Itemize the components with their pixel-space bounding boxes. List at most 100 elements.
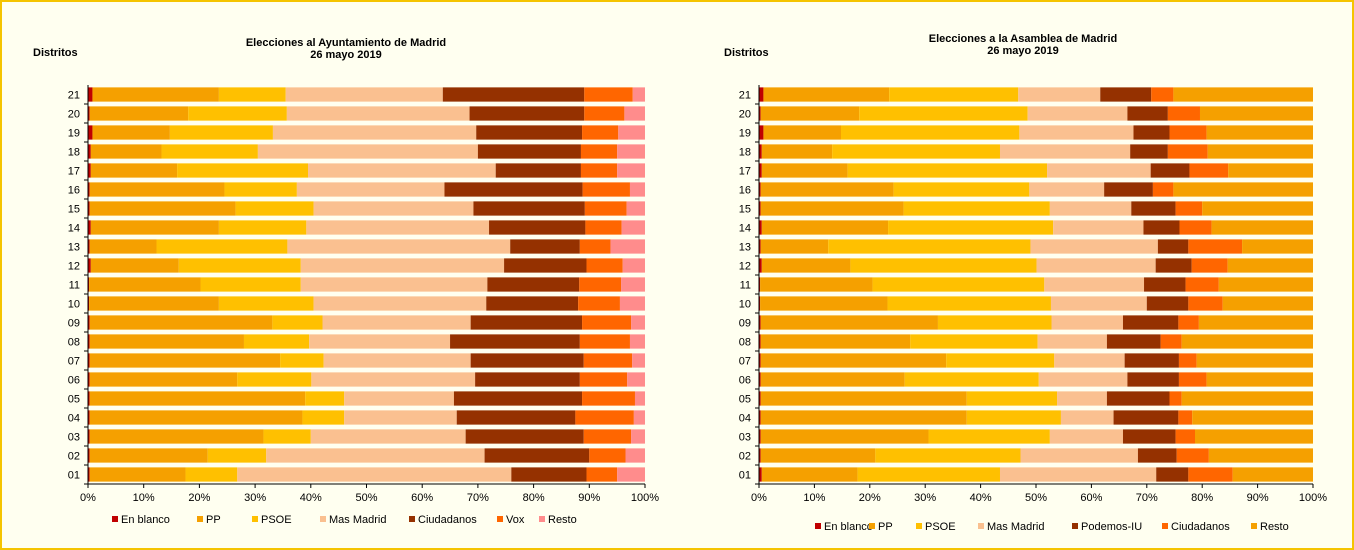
- bar-segment: [584, 87, 633, 102]
- bar-segment: [760, 334, 911, 349]
- bar-segment: [89, 448, 208, 463]
- bar-segment: [322, 315, 471, 330]
- y-axis-title: Distritos: [724, 47, 769, 59]
- bar-segment: [759, 315, 761, 330]
- bar-segment: [760, 429, 929, 444]
- bar-segment: [760, 372, 905, 387]
- bar-segment: [759, 201, 761, 216]
- x-tick-label: 0%: [80, 492, 96, 504]
- bar-segment: [1122, 429, 1176, 444]
- bar-segment: [579, 372, 628, 387]
- bar-segment: [893, 182, 1030, 197]
- y-tick-label: 03: [739, 432, 751, 444]
- y-tick-label: 16: [739, 185, 751, 197]
- bar-segment: [88, 106, 90, 121]
- bar-segment: [759, 448, 761, 463]
- bar-segment: [761, 220, 889, 235]
- bar-segment: [1106, 334, 1161, 349]
- bar-segment: [311, 372, 476, 387]
- bar-segment: [313, 296, 487, 311]
- y-tick-label: 07: [68, 356, 80, 368]
- bar-segment: [237, 467, 512, 482]
- bar-segment: [218, 296, 314, 311]
- bar-segment: [872, 277, 1045, 292]
- bar-segment: [889, 87, 1019, 102]
- bar-segment: [1155, 258, 1192, 273]
- bar-segment: [88, 391, 90, 406]
- x-tick-label: 60%: [1080, 492, 1102, 504]
- bar-segment: [887, 296, 1051, 311]
- bar-segment: [634, 391, 645, 406]
- bar-segment: [90, 144, 162, 159]
- bar-segment: [88, 125, 93, 140]
- legend-swatch: [252, 516, 258, 522]
- bar-segment: [759, 277, 761, 292]
- bar-segment: [88, 296, 90, 311]
- bar-segment: [88, 239, 90, 254]
- bar-segment: [1169, 125, 1207, 140]
- y-tick-label: 19: [68, 128, 80, 140]
- bar-segment: [308, 163, 496, 178]
- bar-segment: [1018, 87, 1101, 102]
- y-tick-label: 05: [739, 394, 751, 406]
- bar-segment: [1152, 182, 1174, 197]
- bar-segment: [631, 429, 645, 444]
- bar-segment: [89, 391, 306, 406]
- y-tick-label: 10: [68, 299, 80, 311]
- x-tick-label: 100%: [631, 492, 659, 504]
- y-tick-label: 16: [68, 185, 80, 197]
- bar-segment: [487, 277, 580, 292]
- x-tick-label: 50%: [1025, 492, 1047, 504]
- bar-segment: [1144, 277, 1186, 292]
- bar-segment: [1167, 144, 1208, 159]
- bar-segment: [287, 239, 511, 254]
- bar-segment: [1127, 372, 1179, 387]
- x-tick-label: 100%: [1299, 492, 1327, 504]
- bar-segment: [309, 334, 451, 349]
- bar-segment: [1146, 296, 1189, 311]
- bar-segment: [759, 106, 761, 121]
- bar-segment: [177, 163, 309, 178]
- bar-segment: [453, 391, 583, 406]
- bar-segment: [759, 239, 761, 254]
- bar-segment: [1207, 144, 1313, 159]
- bar-segment: [1167, 106, 1200, 121]
- bar-segment: [470, 315, 583, 330]
- bar-segment: [759, 372, 761, 387]
- bar-segment: [185, 467, 238, 482]
- bar-segment: [1053, 220, 1144, 235]
- bar-segment: [510, 239, 580, 254]
- bar-segment: [629, 334, 645, 349]
- y-tick-label: 04: [739, 413, 751, 425]
- x-tick-label: 0%: [751, 492, 767, 504]
- bar-segment: [263, 429, 311, 444]
- bar-segment: [88, 429, 90, 444]
- bar-segment: [1175, 201, 1203, 216]
- bar-segment: [618, 125, 645, 140]
- bar-segment: [1178, 353, 1197, 368]
- bar-segment: [847, 163, 1048, 178]
- bar-segment: [489, 220, 586, 235]
- bar-segment: [1228, 163, 1313, 178]
- bar-segment: [579, 334, 630, 349]
- bar-segment: [1198, 315, 1313, 330]
- bar-segment: [88, 182, 90, 197]
- bar-segment: [583, 353, 633, 368]
- bar-segment: [1185, 277, 1219, 292]
- bar-segment: [759, 429, 761, 444]
- legend-swatch: [112, 516, 118, 522]
- bar-segment: [1151, 87, 1174, 102]
- bar-segment: [759, 258, 762, 273]
- bar-segment: [1047, 163, 1151, 178]
- bar-segment: [475, 372, 580, 387]
- x-tick-label: 30%: [244, 492, 266, 504]
- legend-swatch: [1072, 523, 1078, 529]
- y-tick-label: 20: [739, 109, 751, 121]
- bar-segment: [1189, 163, 1229, 178]
- legend-label: PSOE: [925, 521, 956, 533]
- y-tick-label: 21: [68, 90, 80, 102]
- legend-label: Resto: [1260, 521, 1289, 533]
- bar-segment: [323, 353, 471, 368]
- bar-segment: [1181, 391, 1313, 406]
